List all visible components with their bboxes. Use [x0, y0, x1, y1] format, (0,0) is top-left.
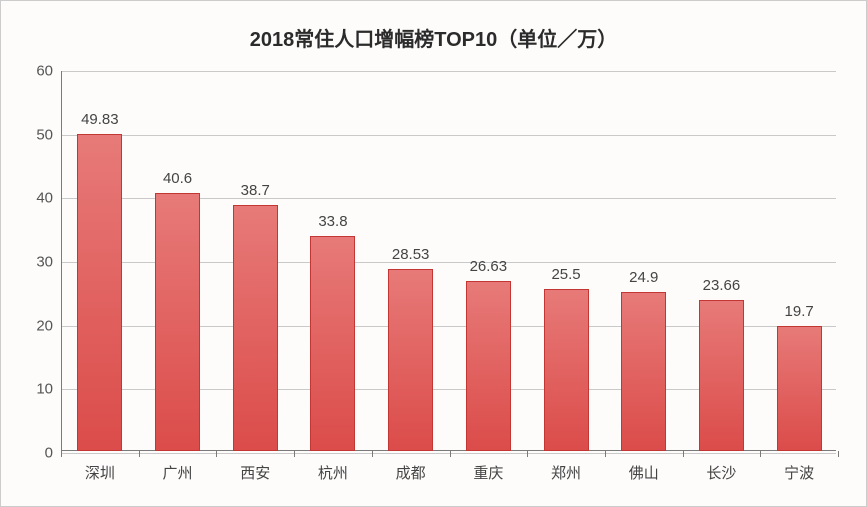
- x-tick: [372, 451, 373, 457]
- y-tick-label: 30: [13, 254, 53, 271]
- y-tick-label: 10: [13, 381, 53, 398]
- x-tick: [216, 451, 217, 457]
- value-label: 38.7: [241, 182, 270, 199]
- plot-area: 010203040506049.83深圳40.6广州38.7西安33.8杭州28…: [61, 71, 836, 451]
- x-tick-label: 杭州: [318, 462, 348, 483]
- value-label: 25.5: [551, 266, 580, 283]
- value-label: 24.9: [629, 269, 658, 286]
- x-tick: [605, 451, 606, 457]
- x-tick: [61, 451, 62, 457]
- x-tick: [760, 451, 761, 457]
- x-tick: [527, 451, 528, 457]
- x-tick-label: 西安: [240, 462, 270, 483]
- x-tick-label: 重庆: [473, 462, 503, 483]
- bar: [621, 292, 666, 451]
- y-tick-label: 0: [13, 445, 53, 462]
- value-label: 26.63: [470, 258, 508, 275]
- bar: [233, 205, 278, 451]
- y-axis: [61, 71, 62, 451]
- value-label: 40.6: [163, 170, 192, 187]
- x-tick-label: 宁波: [784, 462, 814, 483]
- chart-title: 2018常住人口增幅榜TOP10（单位／万）: [1, 23, 866, 52]
- bar: [388, 269, 433, 451]
- y-tick-label: 20: [13, 317, 53, 334]
- grid-line: [61, 453, 836, 454]
- x-tick-label: 郑州: [551, 462, 581, 483]
- y-tick-label: 40: [13, 190, 53, 207]
- value-label: 33.8: [318, 213, 347, 230]
- x-tick: [294, 451, 295, 457]
- x-tick-label: 广州: [163, 462, 193, 483]
- bar: [777, 326, 822, 451]
- x-tick-label: 深圳: [85, 462, 115, 483]
- x-tick: [683, 451, 684, 457]
- bar: [466, 281, 511, 451]
- bar: [77, 134, 122, 451]
- grid-line: [61, 135, 836, 136]
- x-tick-label: 成都: [396, 462, 426, 483]
- bar-chart: 2018常住人口增幅榜TOP10（单位／万） 010203040506049.8…: [0, 0, 867, 507]
- bar: [699, 300, 744, 451]
- y-tick-label: 50: [13, 126, 53, 143]
- x-tick-label: 长沙: [706, 462, 736, 483]
- value-label: 19.7: [785, 303, 814, 320]
- grid-line: [61, 71, 836, 72]
- bar: [310, 236, 355, 451]
- y-tick-label: 60: [13, 63, 53, 80]
- x-tick: [450, 451, 451, 457]
- value-label: 23.66: [703, 277, 741, 294]
- value-label: 28.53: [392, 246, 430, 263]
- x-tick-label: 佛山: [629, 462, 659, 483]
- bar: [544, 289, 589, 451]
- value-label: 49.83: [81, 111, 119, 128]
- bar: [155, 193, 200, 451]
- x-tick: [838, 451, 839, 457]
- x-tick: [139, 451, 140, 457]
